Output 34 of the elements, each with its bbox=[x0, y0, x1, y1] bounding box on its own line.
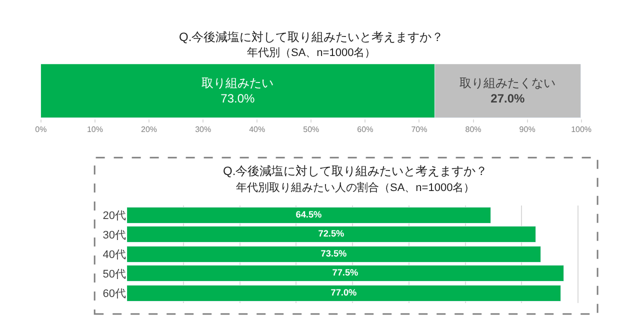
x-tick-label: 30% bbox=[195, 125, 212, 134]
y-tick-label: 40代 bbox=[102, 249, 126, 262]
x-tick-label: 40% bbox=[249, 125, 266, 134]
bar bbox=[127, 264, 564, 282]
bar bbox=[127, 226, 536, 242]
data-label: 73.0% bbox=[220, 92, 256, 106]
bar bbox=[127, 246, 542, 262]
x-tick-label: 20% bbox=[141, 125, 158, 134]
series-label: 取り組みたい bbox=[202, 76, 274, 90]
y-tick-label: 60代 bbox=[102, 288, 126, 300]
x-tick-label: 0% bbox=[35, 125, 47, 134]
data-label: 77.5% bbox=[332, 268, 358, 278]
data-label: 64.5% bbox=[296, 210, 322, 220]
x-tick-label: 70% bbox=[411, 125, 428, 134]
data-label: 73.5% bbox=[320, 248, 347, 259]
y-tick-label: 30代 bbox=[102, 230, 126, 242]
y-tick-label: 20代 bbox=[102, 210, 126, 222]
x-tick-label: 100% bbox=[571, 125, 592, 134]
chart-subtitle: 年代別（SA、n=1000名） bbox=[247, 47, 376, 59]
x-tick-label: 60% bbox=[357, 125, 374, 134]
x-tick-label: 10% bbox=[86, 125, 103, 134]
chart-subtitle: 年代別取り組みたい人の割合（SA、n=1000名） bbox=[236, 181, 475, 194]
data-label: 72.5% bbox=[318, 228, 344, 239]
x-tick-label: 80% bbox=[465, 125, 482, 134]
chart-title: Q.今後減塩に対して取り組みたいと考えますか？ bbox=[179, 30, 444, 44]
bar bbox=[127, 206, 492, 224]
series-label: 取り組みたくない bbox=[460, 76, 556, 90]
bar bbox=[127, 284, 562, 302]
x-tick-label: 50% bbox=[303, 125, 320, 134]
x-tick-label: 90% bbox=[519, 125, 536, 134]
chart-title: Q.今後減塩に対して取り組みたいと考えますか？ bbox=[223, 164, 488, 178]
y-tick-label: 50代 bbox=[102, 268, 126, 281]
data-label: 77.0% bbox=[330, 288, 357, 298]
data-label: 27.0% bbox=[490, 92, 526, 106]
